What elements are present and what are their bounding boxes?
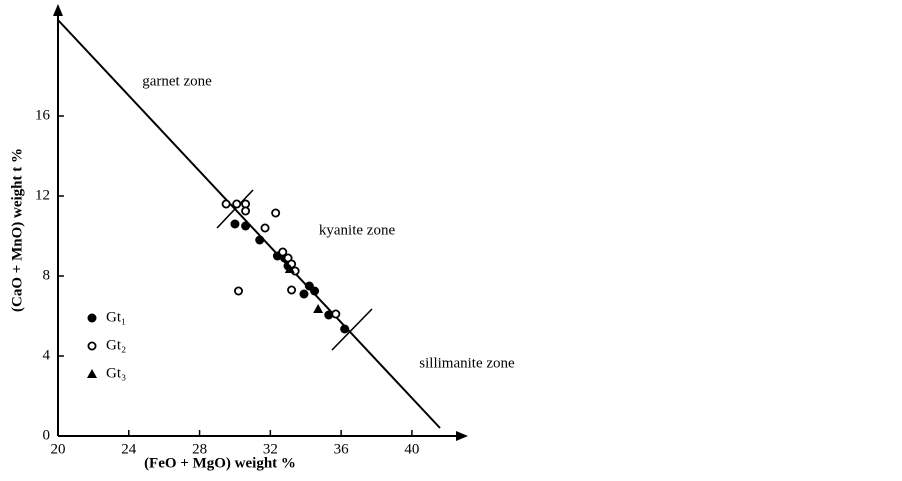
y-tick-label: 4 <box>43 347 51 363</box>
zone-boundary <box>216 189 254 229</box>
legend-marker <box>87 341 97 351</box>
point <box>340 324 350 334</box>
legend-label: Gt₃ <box>106 365 126 381</box>
point <box>232 199 242 209</box>
point <box>271 208 281 218</box>
point <box>310 286 320 296</box>
point <box>221 199 231 209</box>
y-axis-label: (CaO + MnO) weight t % <box>9 148 25 312</box>
legend-marker <box>87 369 97 378</box>
x-tick-label: 20 <box>51 441 66 457</box>
zone-boundary <box>331 308 373 351</box>
annotation: garnet zone <box>142 73 212 89</box>
x-tick-label: 32 <box>263 441 278 457</box>
x-tick-label: 36 <box>334 441 350 457</box>
point <box>255 235 265 245</box>
point <box>278 247 288 257</box>
y-tick-label: 8 <box>43 267 51 283</box>
annotation: sillimanite zone <box>419 355 515 371</box>
x-tick-label: 40 <box>404 441 419 457</box>
x-axis-arrow <box>456 431 468 441</box>
point <box>230 219 240 229</box>
y-axis-arrow <box>53 4 63 16</box>
point <box>299 289 309 299</box>
point <box>284 264 295 273</box>
y-tick-label: 0 <box>43 427 51 443</box>
point <box>313 304 324 313</box>
point <box>233 286 243 296</box>
x-tick-label: 28 <box>192 441 207 457</box>
legend-label: Gt₂ <box>106 337 126 353</box>
point <box>287 285 297 295</box>
legend-marker <box>87 313 97 323</box>
point <box>241 206 251 216</box>
x-axis-label: (FeO + MgO) weight % <box>144 455 296 471</box>
annotation: kyanite zone <box>319 222 396 238</box>
legend-label: Gt₁ <box>106 309 126 325</box>
y-tick-label: 12 <box>35 187 50 203</box>
point <box>260 223 270 233</box>
point <box>331 309 341 319</box>
y-tick-label: 16 <box>35 107 51 123</box>
x-tick-label: 24 <box>121 441 137 457</box>
point <box>241 221 251 231</box>
point <box>324 310 334 320</box>
